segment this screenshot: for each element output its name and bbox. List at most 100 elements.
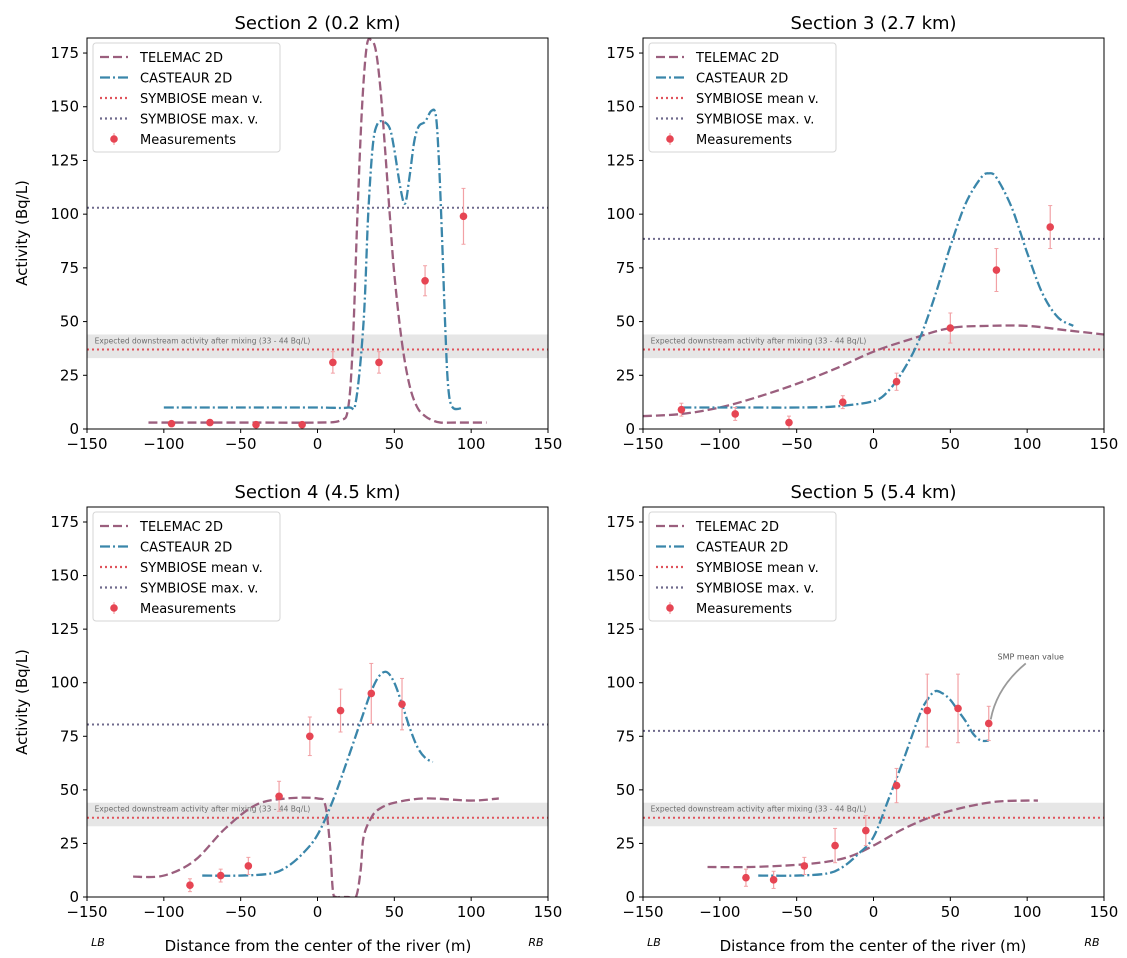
- legend-label: SYMBIOSE max. v.: [140, 113, 258, 128]
- measurement-point: [167, 419, 176, 428]
- annotation-label: SMP mean value: [998, 652, 1065, 661]
- y-tick-label: 175: [606, 513, 635, 531]
- measurement-point: [862, 826, 870, 835]
- y-tick-label: 100: [50, 205, 79, 223]
- y-tick-label: 0: [69, 888, 79, 906]
- legend-box: [92, 42, 281, 153]
- y-tick-label: 175: [606, 44, 635, 62]
- measurement-point: [306, 732, 314, 741]
- casteaur-series-line: [758, 689, 989, 877]
- legend-box: [92, 511, 281, 622]
- y-tick-label: 75: [60, 259, 79, 277]
- left-bank-label: LB: [91, 936, 105, 949]
- measurement-point: [892, 377, 901, 386]
- legend-label: Measurements: [140, 602, 236, 617]
- y-tick-label: 25: [616, 366, 635, 384]
- expected-activity-band: [643, 802, 1104, 827]
- measurement-point: [992, 266, 1001, 274]
- legend-label: SYMBIOSE mean v.: [696, 561, 819, 576]
- measurement-point: [275, 792, 283, 801]
- legend-label: CASTEAUR 2D: [140, 541, 232, 556]
- x-tick-label: 50: [385, 435, 404, 453]
- measurement-point: [1046, 223, 1055, 231]
- panel-title: Section 5 (5.4 km): [790, 482, 956, 503]
- x-tick-label: 150: [534, 435, 563, 453]
- expected-activity-band: [643, 334, 1104, 359]
- y-tick-label: 100: [50, 674, 79, 692]
- measurement-point: [838, 398, 847, 406]
- y-tick-label: 100: [606, 205, 635, 223]
- legend-label: SYMBIOSE max. v.: [140, 582, 258, 597]
- y-tick-label: 125: [606, 620, 635, 638]
- legend-label: CASTEAUR 2D: [696, 72, 788, 87]
- legend-swatch-measurements: [666, 135, 674, 143]
- x-axis-label-right: Distance from the center of the river (m…: [720, 937, 1027, 955]
- plot-area: Expected downstream activity after mixin…: [87, 38, 548, 429]
- y-tick-label: 175: [50, 513, 79, 531]
- x-tick-label: −150: [622, 903, 663, 921]
- x-tick-label: −50: [225, 903, 257, 921]
- legend-label: TELEMAC 2D: [695, 520, 779, 535]
- left-bank-label: LB: [647, 936, 661, 949]
- plot-area: Expected downstream activity after mixin…: [87, 662, 548, 897]
- y-tick-label: 25: [60, 834, 79, 852]
- legend-label: Measurements: [696, 133, 792, 148]
- x-tick-label: 150: [534, 903, 563, 921]
- measurement-point: [244, 862, 253, 870]
- y-tick-label: 50: [616, 781, 635, 799]
- x-axis-label-left: Distance from the center of the river (m…: [165, 937, 472, 955]
- legend-label: SYMBIOSE max. v.: [696, 113, 814, 128]
- legend-label: Measurements: [140, 133, 236, 148]
- legend-label: Measurements: [696, 602, 792, 617]
- telemac-series-line: [133, 796, 499, 897]
- band-label: Expected downstream activity after mixin…: [95, 805, 311, 814]
- expected-activity-band: [87, 334, 548, 359]
- legend-box: [648, 42, 837, 153]
- measurement-point: [336, 706, 345, 715]
- y-tick-label: 125: [606, 151, 635, 169]
- x-tick-label: 0: [313, 903, 323, 921]
- x-tick-label: 50: [385, 903, 404, 921]
- measurement-point: [367, 689, 376, 698]
- x-tick-label: −150: [66, 435, 107, 453]
- band-label: Expected downstream activity after mixin…: [651, 805, 867, 814]
- panel-section-5: Section 5 (5.4 km) Expected downstream ac…: [606, 482, 1118, 921]
- y-tick-label: 150: [606, 98, 635, 116]
- panel-section-2: Section 2 (0.2 km) Expected downstream ac…: [50, 13, 562, 453]
- x-tick-label: −100: [143, 903, 184, 921]
- measurement-point: [216, 871, 225, 880]
- x-tick-label: 100: [457, 903, 486, 921]
- measurement-point: [892, 781, 901, 790]
- measurement-point: [769, 876, 778, 884]
- legend-label: SYMBIOSE mean v.: [696, 92, 819, 107]
- plot-area: Expected downstream activity after mixin…: [643, 172, 1104, 429]
- band-label: Expected downstream activity after mixin…: [95, 336, 311, 345]
- measurement-point: [186, 881, 194, 890]
- casteaur-series-line: [163, 108, 464, 411]
- y-tick-label: 0: [625, 420, 635, 438]
- measurement-point: [459, 212, 468, 221]
- x-tick-label: 50: [941, 435, 960, 453]
- expected-activity-band: [87, 802, 548, 827]
- legend-swatch-measurements: [110, 604, 118, 612]
- y-tick-label: 0: [69, 420, 79, 438]
- measurement-point: [375, 358, 383, 367]
- measurement-point: [831, 841, 839, 850]
- panel-section-4: Section 4 (4.5 km) Expected downstream ac…: [50, 482, 562, 921]
- x-tick-label: 150: [1090, 435, 1119, 453]
- x-tick-label: 150: [1090, 903, 1119, 921]
- x-tick-label: 0: [869, 903, 879, 921]
- x-tick-label: −50: [781, 435, 813, 453]
- legend-label: SYMBIOSE max. v.: [696, 582, 814, 597]
- x-tick-label: 100: [1013, 435, 1042, 453]
- y-tick-label: 150: [50, 567, 79, 585]
- legend-label: TELEMAC 2D: [139, 520, 223, 535]
- y-tick-label: 125: [50, 151, 79, 169]
- x-tick-label: 100: [457, 435, 486, 453]
- y-tick-label: 175: [50, 44, 79, 62]
- x-tick-label: −100: [143, 435, 184, 453]
- y-tick-label: 75: [616, 259, 635, 277]
- measurement-point: [742, 873, 750, 882]
- measurement-point: [252, 420, 260, 429]
